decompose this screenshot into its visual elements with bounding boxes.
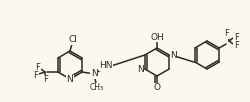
Text: F: F: [35, 63, 40, 72]
Text: N: N: [170, 50, 176, 59]
Text: HN: HN: [99, 62, 112, 70]
Text: Cl: Cl: [68, 35, 77, 44]
Text: OH: OH: [150, 33, 163, 42]
Text: F: F: [43, 75, 48, 84]
Text: CH₃: CH₃: [90, 84, 104, 93]
Text: N: N: [90, 69, 97, 79]
Text: N: N: [66, 75, 73, 84]
Text: F: F: [33, 72, 38, 80]
Text: N: N: [136, 64, 143, 74]
Text: O: O: [153, 84, 160, 93]
Text: F: F: [233, 33, 237, 42]
Text: F: F: [233, 40, 237, 49]
Text: F: F: [223, 29, 228, 38]
